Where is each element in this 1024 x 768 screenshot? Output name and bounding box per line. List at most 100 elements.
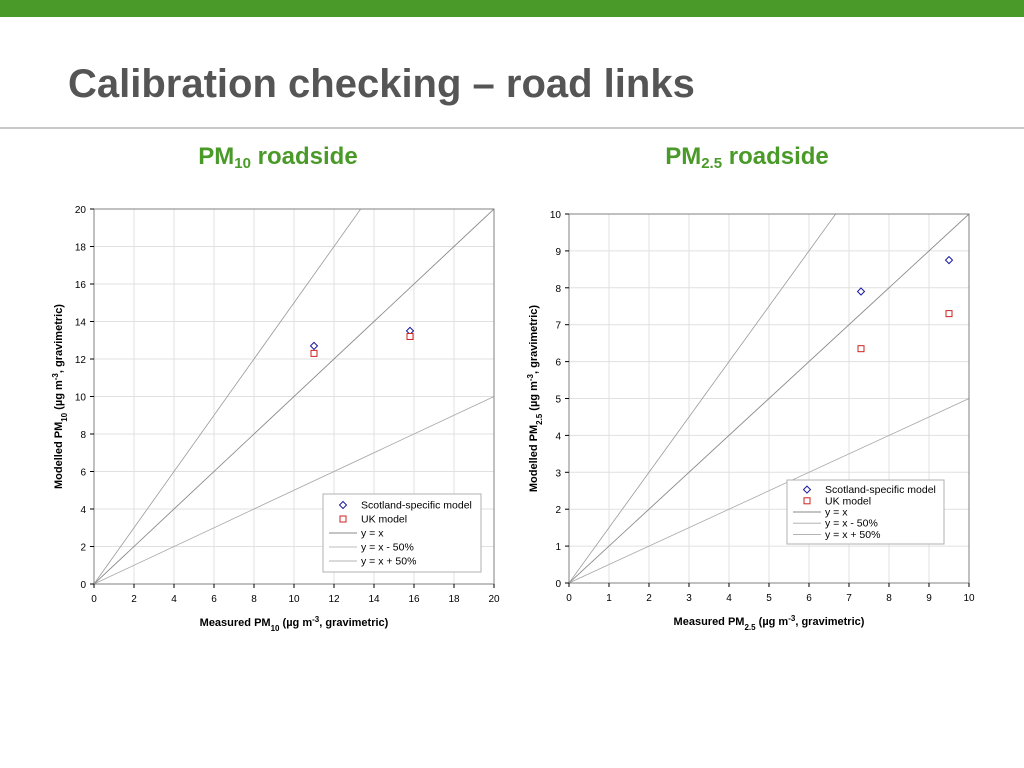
x-tick-label: 6 [211, 594, 217, 605]
y-tick-label: 4 [80, 505, 86, 516]
legend-label: y = x - 50% [825, 518, 878, 530]
label-text: Measured PM [200, 617, 271, 629]
label-text: , gravimetric) [795, 616, 864, 628]
x-tick-label: 6 [806, 593, 812, 604]
y-tick-label: 10 [550, 210, 562, 221]
x-tick-label: 0 [566, 593, 572, 604]
x-tick-label: 20 [488, 594, 500, 605]
y-tick-label: 1 [555, 542, 561, 553]
y-tick-label: 18 [75, 243, 87, 254]
x-tick-label: 18 [448, 594, 460, 605]
label-subscript: 2.5 [744, 623, 756, 632]
slide-title: Calibration checking – road links [68, 62, 695, 106]
label-subscript: 10 [60, 412, 69, 421]
x-tick-label: 9 [926, 593, 932, 604]
x-tick-label: 8 [886, 593, 892, 604]
x-tick-label: 16 [408, 594, 420, 605]
legend-marker [339, 515, 347, 523]
legend-marker [802, 485, 812, 494]
label-text: (µg m [756, 616, 789, 628]
legend-label: Scotland-specific model [825, 484, 936, 496]
heading-subscript: 2.5 [701, 155, 723, 172]
label-text: , gravimetric) [53, 304, 65, 373]
data-point-square [945, 310, 953, 318]
y-tick-label: 8 [80, 430, 86, 441]
y-tick-label: 6 [80, 468, 86, 479]
label-text: Modelled PM [53, 422, 65, 489]
y-tick-label: 2 [80, 543, 86, 554]
y-axis-title: Modelled PM10 (µg m-3, gravimetric) [51, 304, 69, 489]
chart-heading-pm10: PM10 roadside [128, 143, 428, 172]
data-point-diamond [944, 255, 954, 265]
y-tick-label: 0 [80, 580, 86, 591]
y-tick-label: 5 [555, 395, 561, 406]
x-tick-label: 3 [686, 593, 692, 604]
x-axis-title: Measured PM2.5 (µg m-3, gravimetric) [674, 614, 865, 632]
reference-line [94, 209, 494, 584]
chart-0: 0 2 4 6 8 10 12 14 16 18 20 0 2 4 6 8 10 12 14 16 18 20 Measur… [51, 205, 500, 633]
legend-label: y = x + 50% [361, 556, 416, 568]
legend-label: Scotland-specific model [361, 500, 472, 512]
heading-suffix: roadside [250, 143, 358, 170]
data-point-square [310, 349, 318, 357]
label-text: (µg m [279, 617, 312, 629]
x-tick-label: 10 [963, 593, 975, 604]
legend-label: y = x [361, 528, 384, 540]
chart-legend: Scotland-specific model UK model y = x y = … [322, 493, 482, 573]
label-superscript: -3 [51, 373, 60, 381]
x-tick-label: 8 [251, 594, 257, 605]
label-superscript: -3 [312, 615, 320, 624]
x-tick-label: 1 [606, 593, 612, 604]
label-superscript: -3 [788, 614, 796, 623]
x-tick-label: 4 [171, 594, 177, 605]
label-subscript: 2.5 [535, 413, 544, 425]
reference-line [569, 214, 969, 583]
y-tick-label: 9 [555, 247, 561, 258]
y-tick-label: 3 [555, 468, 561, 479]
x-tick-label: 0 [91, 594, 97, 605]
x-tick-label: 7 [846, 593, 852, 604]
data-point-diamond [309, 341, 319, 351]
legend-marker [803, 497, 811, 505]
legend-label: y = x [825, 507, 848, 519]
legend-marker [338, 500, 348, 510]
heading-suffix: roadside [722, 143, 829, 170]
y-tick-label: 12 [75, 355, 87, 366]
x-tick-label: 5 [766, 593, 772, 604]
label-text: (µg m [53, 380, 65, 413]
y-tick-label: 8 [555, 284, 561, 295]
data-point-square [857, 345, 865, 353]
label-text: , gravimetric) [319, 617, 388, 629]
y-axis-title: Modelled PM2.5 (µg m-3, gravimetric) [526, 305, 544, 493]
top-accent-bar [0, 0, 1024, 17]
x-tick-label: 10 [288, 594, 300, 605]
x-tick-label: 14 [368, 594, 380, 605]
label-subscript: 10 [271, 624, 280, 633]
x-tick-label: 2 [646, 593, 652, 604]
label-text: , gravimetric) [528, 305, 540, 374]
legend-label: UK model [825, 495, 871, 507]
y-tick-label: 6 [555, 358, 561, 369]
label-text: (µg m [528, 381, 540, 414]
reference-line [569, 398, 969, 583]
legend-label: UK model [361, 514, 407, 526]
heading-main: PM [198, 143, 235, 170]
title-divider [0, 127, 1024, 129]
x-axis-title: Measured PM10 (µg m-3, gravimetric) [200, 615, 389, 633]
chart-heading-pm25: PM2.5 roadside [597, 143, 897, 172]
heading-subscript: 10 [234, 155, 251, 172]
y-tick-label: 10 [75, 393, 87, 404]
data-point-diamond [856, 287, 866, 296]
reference-line [94, 396, 494, 584]
legend-label: y = x - 50% [361, 542, 414, 554]
label-text: Modelled PM [528, 425, 540, 492]
legend-label: y = x + 50% [825, 529, 880, 541]
y-tick-label: 20 [75, 205, 87, 216]
data-point-square [406, 333, 414, 340]
x-tick-label: 2 [131, 594, 137, 605]
y-tick-label: 16 [75, 280, 87, 291]
label-superscript: -3 [526, 373, 535, 381]
